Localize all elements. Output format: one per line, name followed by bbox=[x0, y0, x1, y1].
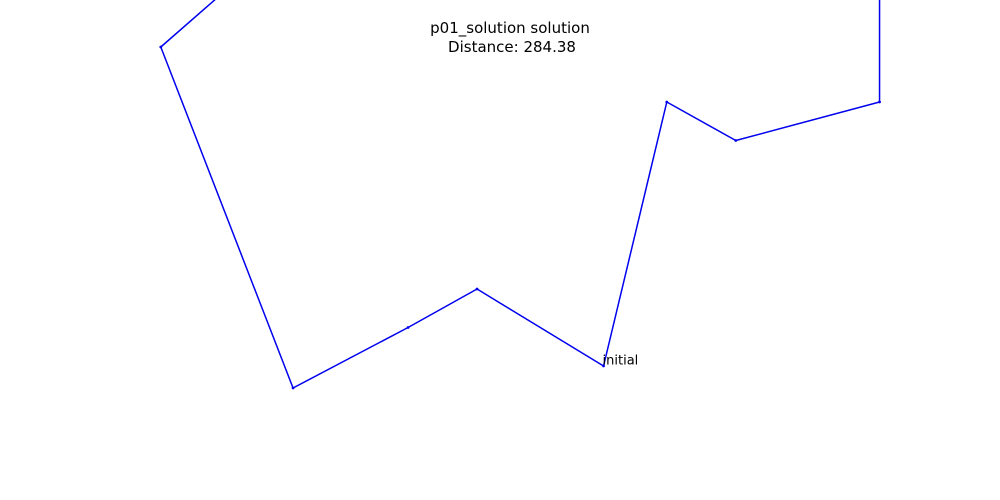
route-node-point bbox=[665, 100, 669, 104]
route-segment bbox=[666, 101, 737, 142]
route-node-point bbox=[159, 45, 163, 49]
route-node-point bbox=[291, 386, 295, 390]
route-segment bbox=[602, 101, 668, 367]
figure-title-line-1: p01_solution solution bbox=[430, 19, 590, 38]
start-node-point bbox=[602, 364, 605, 368]
route-node-point bbox=[878, 100, 881, 104]
figure-title-line-2: Distance: 284.38 bbox=[448, 38, 576, 56]
route-layer bbox=[159, 0, 881, 390]
route-segment bbox=[476, 288, 605, 367]
route-node-point bbox=[734, 139, 738, 142]
route-segment bbox=[735, 101, 881, 142]
route-segment bbox=[292, 326, 409, 389]
route-node-point bbox=[406, 326, 410, 329]
route-segment bbox=[160, 46, 294, 389]
route-node-point bbox=[475, 287, 479, 291]
route-segment bbox=[407, 288, 478, 329]
route-segment bbox=[160, 0, 216, 48]
start-node-label: initial bbox=[603, 354, 639, 369]
